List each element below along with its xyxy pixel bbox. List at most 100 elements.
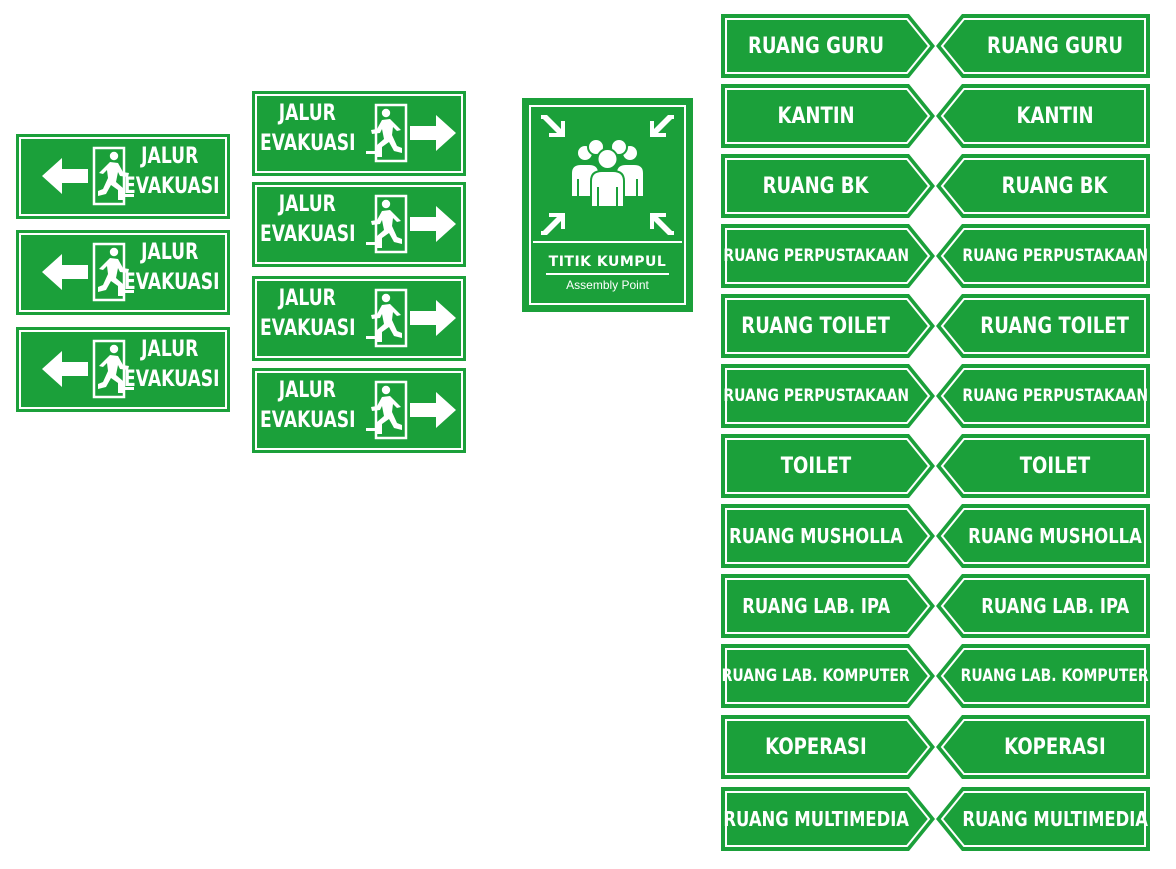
arrow-left-shape-icon [936, 224, 1150, 288]
room-sign-pointing-left: RUANG MUSHOLLA [936, 504, 1150, 568]
arrow-right-shape-icon [721, 715, 935, 779]
evacuation-line1: JALUR [141, 144, 199, 169]
room-sign-pointing-right: RUANG MUSHOLLA [721, 504, 935, 568]
arrow-left-shape-icon [936, 574, 1150, 638]
evacuation-line1: JALUR [278, 192, 336, 217]
room-sign-text: RUANG LAB. IPA [742, 594, 890, 618]
evacuation-sign-text: JALUR EVAKUASI [260, 284, 356, 344]
evacuation-sign-right: JALUR EVAKUASI [252, 368, 466, 453]
room-sign-pointing-right: RUANG TOILET [721, 294, 935, 358]
room-sign-label: RUANG TOILET [964, 294, 1146, 358]
arrow-right-shape-icon [721, 84, 935, 148]
evacuation-line1: JALUR [141, 240, 199, 265]
evacuation-line1: JALUR [278, 286, 336, 311]
arrow-right-shape-icon [721, 434, 935, 498]
arrow-left-shape-icon [936, 14, 1150, 78]
evacuation-sign-left: JALUR EVAKUASI [16, 230, 230, 315]
assembly-point-sign: TITIK KUMPUL Assembly Point [522, 98, 693, 312]
running-man-exit-icon [92, 339, 134, 399]
evacuation-sign-left: JALUR EVAKUASI [16, 134, 230, 219]
arrow-left-icon [42, 254, 88, 290]
room-sign-label: KANTIN [964, 84, 1146, 148]
evacuation-line2: EVAKUASI [260, 316, 356, 341]
room-sign-label: RUANG TOILET [725, 294, 907, 358]
room-sign-pointing-left: RUANG PERPUSTAKAAN [936, 224, 1150, 288]
assembly-separator [533, 241, 682, 243]
room-sign-text: RUANG PERPUSTAKAAN [723, 246, 909, 266]
room-sign-text: RUANG GURU [747, 33, 885, 59]
evacuation-sign-text: JALUR EVAKUASI [124, 335, 220, 395]
room-sign-label: RUANG BK [725, 154, 907, 218]
arrow-right-shape-icon [721, 574, 935, 638]
evacuation-line2: EVAKUASI [124, 367, 220, 392]
room-sign-text: RUANG GURU [986, 33, 1124, 59]
running-man-exit-icon [92, 242, 134, 302]
room-sign-label: RUANG PERPUSTAKAAN [962, 224, 1148, 288]
room-sign-label: RUANG GURU [964, 14, 1146, 78]
room-sign-text: RUANG MULTIMEDIA [962, 807, 1148, 831]
evacuation-sign-text: JALUR EVAKUASI [124, 142, 220, 202]
arrow-left-shape-icon [936, 434, 1150, 498]
arrow-right-shape-icon [721, 14, 935, 78]
arrow-right-icon [410, 115, 456, 151]
room-sign-label: RUANG MUSHOLLA [725, 504, 907, 568]
room-sign-label: RUANG LAB. IPA [725, 574, 907, 638]
room-sign-label: TOILET [964, 434, 1146, 498]
evacuation-line2: EVAKUASI [124, 270, 220, 295]
evacuation-sign-text: JALUR EVAKUASI [260, 190, 356, 250]
evacuation-sign-text: JALUR EVAKUASI [124, 238, 220, 298]
arrow-right-shape-icon [721, 644, 935, 708]
evacuation-sign-right: JALUR EVAKUASI [252, 276, 466, 361]
room-sign-text: KANTIN [1016, 103, 1094, 129]
room-sign-text: RUANG PERPUSTAKAAN [962, 386, 1148, 406]
arrow-left-shape-icon [936, 84, 1150, 148]
room-sign-pointing-right: RUANG PERPUSTAKAAN [721, 364, 935, 428]
arrow-right-icon [410, 392, 456, 428]
running-man-exit-icon [366, 380, 408, 440]
room-sign-text: KOPERASI [765, 734, 867, 760]
assembly-point-title: TITIK KUMPUL [548, 254, 667, 270]
room-sign-label: TOILET [725, 434, 907, 498]
arrow-left-shape-icon [936, 715, 1150, 779]
arrow-right-shape-icon [721, 294, 935, 358]
evacuation-sign-right: JALUR EVAKUASI [252, 91, 466, 176]
room-sign-label: KOPERASI [964, 715, 1146, 779]
arrow-right-shape-icon [721, 224, 935, 288]
room-sign-pointing-left: RUANG TOILET [936, 294, 1150, 358]
running-man-exit-icon [366, 194, 408, 254]
room-sign-pointing-right: TOILET [721, 434, 935, 498]
room-sign-label: RUANG PERPUSTAKAAN [723, 224, 909, 288]
arrow-right-shape-icon [721, 504, 935, 568]
room-sign-label: KOPERASI [725, 715, 907, 779]
room-sign-label: RUANG GURU [725, 14, 907, 78]
room-sign-text: RUANG MUSHOLLA [729, 524, 903, 548]
room-sign-label: RUANG MULTIMEDIA [723, 787, 909, 851]
evacuation-sign-right: JALUR EVAKUASI [252, 182, 466, 267]
room-sign-text: RUANG LAB. KOMPUTER [960, 666, 1150, 686]
room-sign-text: RUANG LAB. IPA [981, 594, 1129, 618]
arrow-right-shape-icon [721, 787, 935, 851]
room-sign-text: KOPERASI [1004, 734, 1106, 760]
room-sign-label: KANTIN [725, 84, 907, 148]
room-sign-pointing-right: RUANG LAB. KOMPUTER [721, 644, 935, 708]
room-sign-label: RUANG PERPUSTAKAAN [962, 364, 1148, 428]
room-sign-label: RUANG LAB. KOMPUTER [960, 644, 1150, 708]
running-man-exit-icon [366, 103, 408, 163]
arrow-left-shape-icon [936, 364, 1150, 428]
room-sign-pointing-left: RUANG LAB. KOMPUTER [936, 644, 1150, 708]
evacuation-line2: EVAKUASI [260, 408, 356, 433]
room-sign-pointing-left: RUANG BK [936, 154, 1150, 218]
evacuation-sign-text: JALUR EVAKUASI [260, 376, 356, 436]
room-sign-text: TOILET [1019, 453, 1091, 479]
room-sign-pointing-left: RUANG MULTIMEDIA [936, 787, 1150, 851]
arrow-left-shape-icon [936, 644, 1150, 708]
evacuation-line2: EVAKUASI [260, 222, 356, 247]
room-sign-text: RUANG BK [763, 173, 869, 199]
room-sign-label: RUANG MUSHOLLA [964, 504, 1146, 568]
room-sign-text: RUANG LAB. KOMPUTER [721, 666, 911, 686]
room-sign-pointing-left: KANTIN [936, 84, 1150, 148]
room-sign-pointing-right: KOPERASI [721, 715, 935, 779]
arrow-right-shape-icon [721, 154, 935, 218]
arrow-left-icon [42, 351, 88, 387]
room-sign-pointing-left: RUANG LAB. IPA [936, 574, 1150, 638]
